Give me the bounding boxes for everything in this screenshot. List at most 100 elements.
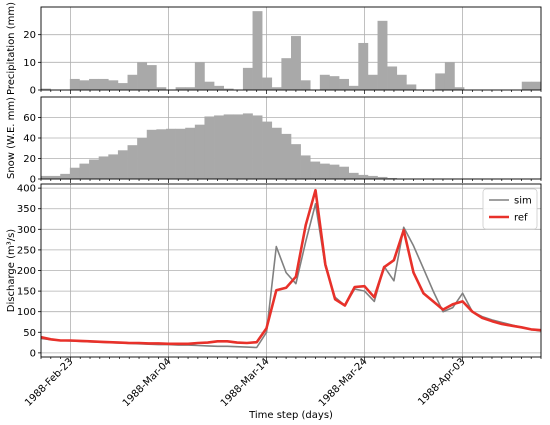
bar [41,175,51,179]
bar [166,128,176,179]
bar [367,74,378,90]
bar [50,175,61,179]
bar [339,78,349,90]
bar [435,73,446,90]
x-axis-label: Time step (days) [248,410,333,421]
bar [156,87,167,90]
bar [262,77,273,90]
bar [223,88,234,90]
x-tick-label: 1988-Mar-14 [219,356,272,409]
bar [156,129,167,179]
bar [339,166,349,179]
series-line-ref [40,188,542,346]
bar [291,36,301,90]
y-tick-label: 250 [17,245,36,256]
bar [348,172,359,179]
bar [252,11,263,90]
bar [281,133,292,179]
legend-label-ref: ref [514,213,528,224]
bar [387,177,398,179]
bar [319,163,330,179]
y-tick-label: 60 [23,113,36,124]
y-tick-label: 40 [23,134,36,145]
bar [233,114,244,179]
bar [271,87,282,90]
y-tick-label: 20 [23,30,36,41]
bar [60,173,71,179]
bar [69,78,80,90]
bar [98,156,109,179]
bar [204,116,215,179]
legend-label-sim: sim [514,196,532,207]
bar [98,78,109,90]
bar [194,124,205,179]
bar [358,42,369,90]
panel-1 [38,96,542,183]
bar [329,164,340,179]
series-line-sim [40,203,542,349]
bar [41,88,51,90]
bar [271,127,282,179]
bar [185,127,196,179]
y-tick-label: 50 [23,328,36,339]
y-axis-label: Snow (W.E. mm) [6,97,17,179]
bar [175,128,186,179]
bar [127,145,138,179]
bar [137,62,148,90]
bar [127,74,138,90]
y-tick-label: 0 [30,175,36,186]
bar [281,58,292,90]
bar [531,81,542,90]
bar [214,115,224,179]
y-tick-label: 150 [17,287,36,298]
panel-2 [38,183,542,361]
y-tick-label: 100 [17,307,36,318]
bar [406,84,417,90]
y-tick-label: 400 [17,184,36,195]
bar [358,174,369,179]
y-tick-label: 0 [30,86,36,97]
y-axis-label: Discharge (m³/s) [6,229,17,312]
bar [79,163,90,179]
bar [223,114,234,179]
bar [329,76,340,90]
bar [204,81,215,90]
x-tick-label: 1988-Apr-03 [416,356,468,408]
bar [252,115,263,179]
bar [175,87,186,90]
bar [300,80,311,90]
bar [367,175,378,179]
bar [396,74,407,90]
bar [262,121,273,179]
bar [319,74,330,90]
bar [194,62,205,90]
legend: sim ref [482,188,538,230]
y-tick-label: 350 [17,204,36,215]
y-tick-label: 200 [17,266,36,277]
bar [117,150,128,179]
bar [108,154,119,179]
panel-0 [38,6,542,94]
x-tick-label: 1988-Mar-04 [121,356,174,409]
bar [444,62,455,90]
x-tick-label: 1988-Mar-24 [317,356,370,409]
bar [300,155,311,179]
axes-frame [40,6,542,91]
bar [69,167,80,179]
bar [108,80,119,90]
bar [291,144,301,179]
y-tick-label: 10 [23,58,36,69]
bar [242,67,253,90]
bar [89,78,99,90]
bar [454,87,465,90]
legend-box [482,188,538,230]
bar [185,87,196,90]
y-axis-label: Precipitation (mm) [6,2,17,95]
bar [348,85,359,90]
bar [89,159,99,179]
bar [137,138,148,179]
bar [521,81,532,90]
bar [146,129,157,179]
y-tick-label: 0 [30,348,36,359]
y-tick-label: 20 [23,154,36,165]
